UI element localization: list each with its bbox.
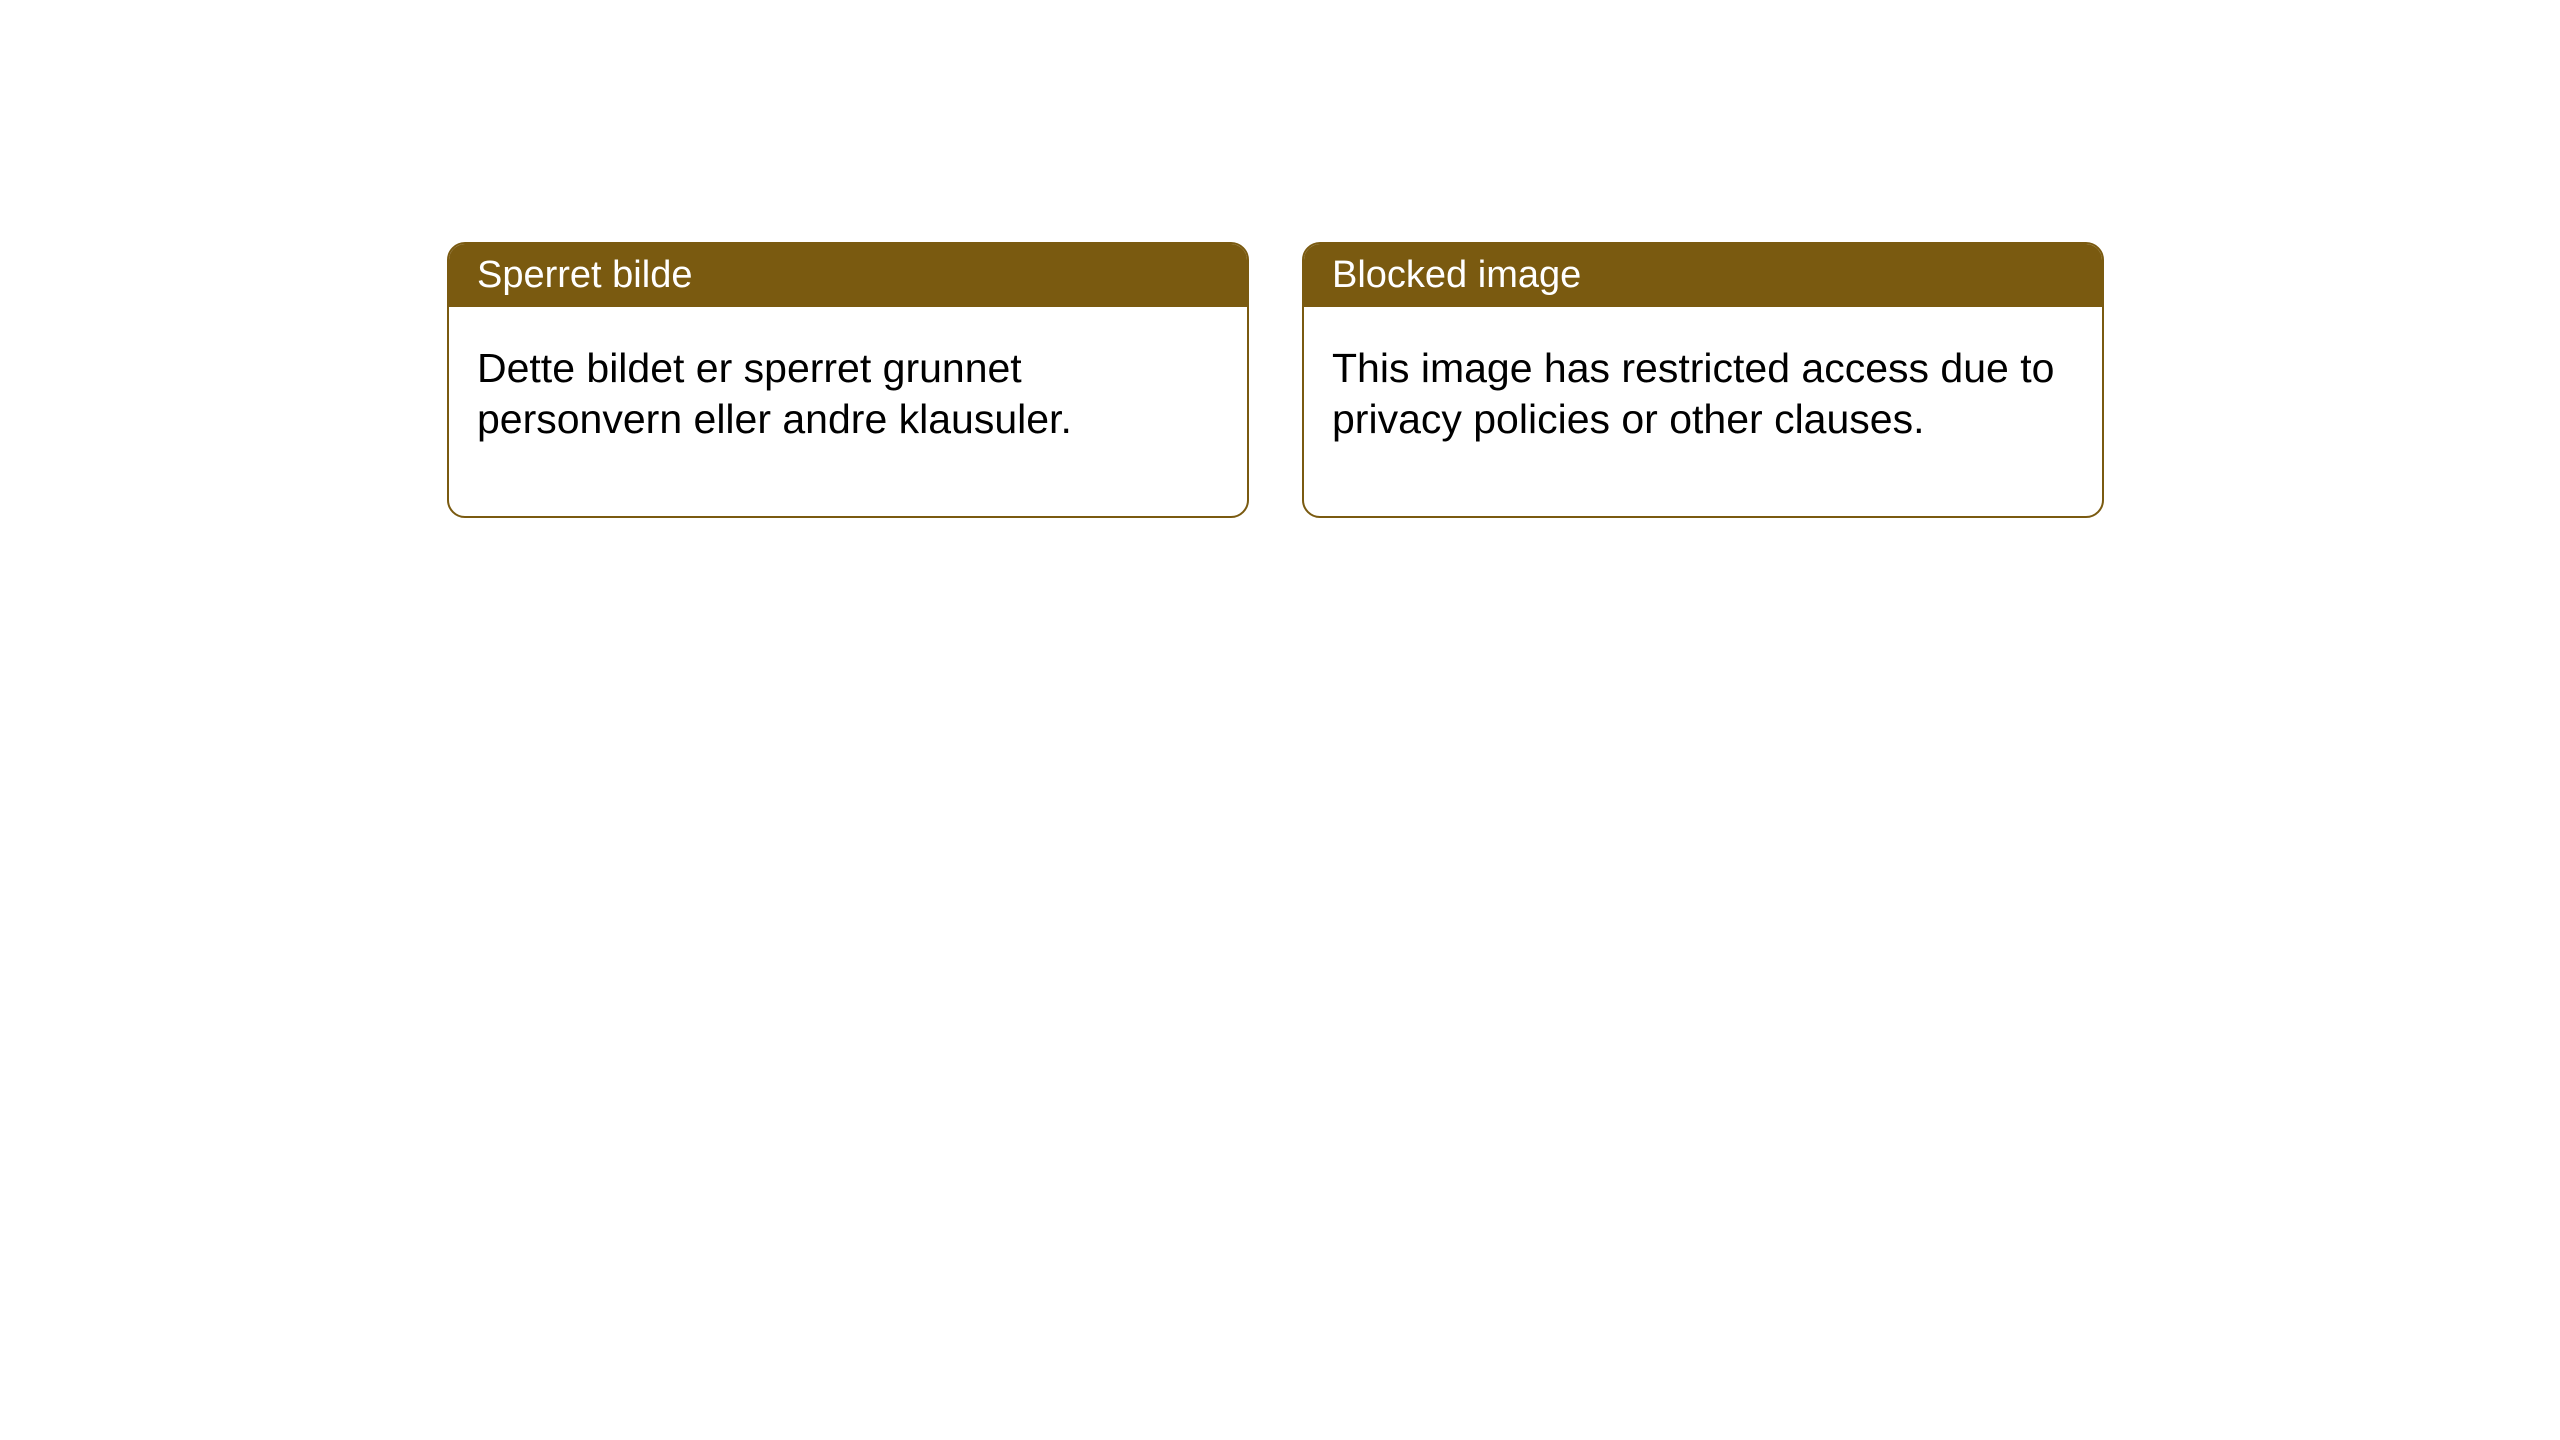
card-header-english: Blocked image [1304,244,2102,307]
card-text-english: This image has restricted access due to … [1332,345,2054,442]
card-body-english: This image has restricted access due to … [1304,307,2102,516]
card-body-norwegian: Dette bildet er sperret grunnet personve… [449,307,1247,516]
card-text-norwegian: Dette bildet er sperret grunnet personve… [477,345,1072,442]
notice-card-english: Blocked image This image has restricted … [1302,242,2104,518]
notice-card-norwegian: Sperret bilde Dette bildet er sperret gr… [447,242,1249,518]
notice-container: Sperret bilde Dette bildet er sperret gr… [447,242,2104,518]
card-title-norwegian: Sperret bilde [477,254,692,296]
card-header-norwegian: Sperret bilde [449,244,1247,307]
card-title-english: Blocked image [1332,254,1581,296]
